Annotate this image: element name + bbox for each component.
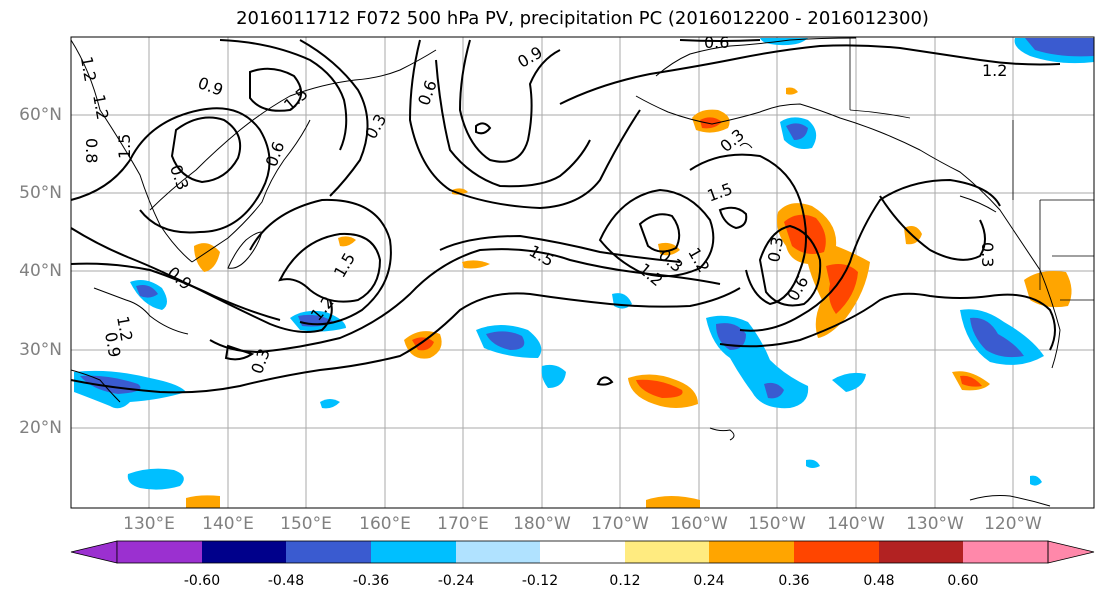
lon-label: 140°W [827, 514, 885, 534]
colorbar-segment [625, 541, 709, 563]
colorbar-tick-label: 0.36 [778, 573, 810, 589]
colorbar-segment [202, 541, 286, 563]
lon-label: 150°E [280, 514, 332, 534]
lon-label: 170°W [591, 514, 649, 534]
contour-label: 1.2 [982, 61, 1007, 80]
colorbar-segment [371, 541, 456, 563]
colorbar-segment [456, 541, 540, 563]
colorbar [70, 540, 1095, 564]
colorbar-segment [794, 541, 879, 563]
borders [849, 38, 1094, 301]
colorbar-tick-label: 0.60 [947, 573, 979, 589]
lon-label: 140°E [202, 514, 254, 534]
map-frame [70, 36, 1095, 509]
lon-label: 160°E [359, 514, 411, 534]
lon-label: 120°W [984, 514, 1042, 534]
colorbar-extend-high [1047, 540, 1095, 564]
contour-label: 1.2 [113, 315, 136, 343]
colorbar-outline [116, 540, 1049, 564]
lat-label: 20°N [19, 418, 62, 438]
contour-label: 0.6 [704, 33, 729, 52]
lon-label: 160°W [670, 514, 728, 534]
contour-label: 0.9 [101, 331, 124, 359]
lon-label: 130°E [123, 514, 175, 534]
contour-label: 1.2 [77, 55, 100, 83]
lon-label: 170°E [437, 514, 489, 534]
contour-label: 1.2 [89, 93, 112, 121]
lat-label: 60°N [19, 105, 62, 125]
contour-label: 0.3 [978, 242, 997, 267]
colorbar-segment [540, 541, 625, 563]
lon-label: 180°W [513, 514, 571, 534]
contour-label: 0.8 [82, 138, 101, 163]
colorbar-tick-label: -0.12 [521, 573, 559, 589]
colorbar-tick-label: -0.60 [183, 573, 221, 589]
lat-label: 40°N [19, 261, 62, 281]
colorbar-tick-label: 0.24 [693, 573, 725, 589]
colorbar-tick-label: -0.24 [437, 573, 475, 589]
lon-label: 130°W [906, 514, 964, 534]
colorbar-segment [286, 541, 371, 563]
colorbar-tick-label: 0.48 [863, 573, 895, 589]
colorbar-tick-label: -0.36 [352, 573, 390, 589]
colorbar-segment [709, 541, 794, 563]
colorbar-tick-label: -0.48 [267, 573, 305, 589]
colorbar-tick-label: 0.12 [609, 573, 641, 589]
lon-label: 150°W [748, 514, 806, 534]
contour-label: 0.3 [764, 235, 787, 263]
colorbar-segment [117, 541, 202, 563]
lat-label: 50°N [19, 183, 62, 203]
contour-label: 1.5 [115, 134, 134, 159]
colorbar-extend-low [70, 540, 118, 564]
map-title: 2016011712 F072 500 hPa PV, precipitatio… [236, 8, 929, 29]
lat-label: 30°N [19, 340, 62, 360]
colorbar-segment [963, 541, 1048, 563]
colorbar-segment [879, 541, 963, 563]
map-panel: 1.2 0.9 1.5 0.6 0.3 1.5 1.2 0.6 0.3 0.9 … [70, 33, 1095, 509]
pv-contours [70, 39, 1061, 394]
